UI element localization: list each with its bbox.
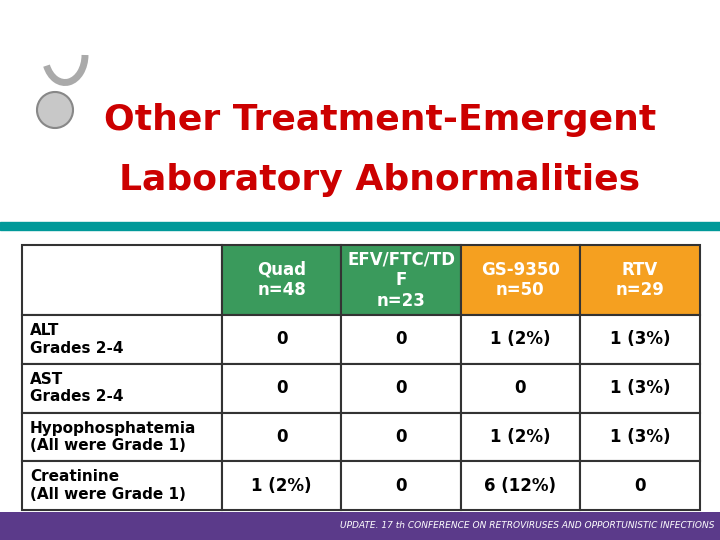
Text: 0: 0 (395, 428, 407, 446)
Bar (341, 315, 461, 364)
Text: 1 (3%): 1 (3%) (610, 428, 670, 446)
Text: Laboratory Abnormalities: Laboratory Abnormalities (120, 163, 641, 197)
Text: Creatinine
(All were Grade 1): Creatinine (All were Grade 1) (30, 469, 186, 502)
Text: 0: 0 (395, 477, 407, 495)
Text: EFV/FTC/TD
F
n=23: EFV/FTC/TD F n=23 (347, 250, 455, 310)
Text: ALT
Grades 2-4: ALT Grades 2-4 (30, 323, 124, 355)
Text: UPDATE. 17 th CONFERENCE ON RETROVIRUSES AND OPPORTUNISTIC INFECTIONS: UPDATE. 17 th CONFERENCE ON RETROVIRUSES… (341, 522, 715, 530)
Bar (22, 461, 222, 510)
Text: RTV
n=29: RTV n=29 (616, 261, 665, 299)
Bar (580, 413, 700, 461)
Circle shape (37, 92, 73, 128)
Bar (580, 315, 700, 364)
Text: 1 (3%): 1 (3%) (610, 379, 670, 397)
Text: 0: 0 (276, 428, 287, 446)
Text: GS-9350
n=50: GS-9350 n=50 (481, 261, 559, 299)
Bar (222, 413, 341, 461)
Text: 1 (2%): 1 (2%) (490, 428, 551, 446)
Bar (341, 461, 461, 510)
Bar (580, 364, 700, 413)
Text: 0: 0 (276, 379, 287, 397)
Bar (222, 315, 341, 364)
Text: 6 (12%): 6 (12%) (485, 477, 557, 495)
Text: 1 (3%): 1 (3%) (610, 330, 670, 348)
Bar (461, 315, 580, 364)
Bar (222, 461, 341, 510)
Text: AST
Grades 2-4: AST Grades 2-4 (30, 372, 124, 404)
Bar (461, 245, 580, 315)
Text: 0: 0 (276, 330, 287, 348)
Text: 0: 0 (395, 379, 407, 397)
Text: 1 (2%): 1 (2%) (251, 477, 312, 495)
Text: Hypophosphatemia
(All were Grade 1): Hypophosphatemia (All were Grade 1) (30, 421, 197, 453)
Bar (461, 413, 580, 461)
Bar (222, 364, 341, 413)
Bar (461, 461, 580, 510)
Bar (22, 315, 222, 364)
Bar (22, 413, 222, 461)
Text: 0: 0 (515, 379, 526, 397)
Bar (461, 364, 580, 413)
Text: 1 (2%): 1 (2%) (490, 330, 551, 348)
Bar (0, 512, 720, 540)
Bar (580, 461, 700, 510)
Text: Quad
n=48: Quad n=48 (257, 261, 306, 299)
Bar (580, 245, 700, 315)
Bar (22, 364, 222, 413)
Text: Other Treatment-Emergent: Other Treatment-Emergent (104, 103, 656, 137)
Text: 0: 0 (634, 477, 646, 495)
Bar (341, 413, 461, 461)
Text: 0: 0 (395, 330, 407, 348)
Bar (341, 364, 461, 413)
Bar (22, 245, 222, 315)
Bar (0, 222, 720, 230)
Bar (222, 245, 341, 315)
Bar (341, 245, 461, 315)
